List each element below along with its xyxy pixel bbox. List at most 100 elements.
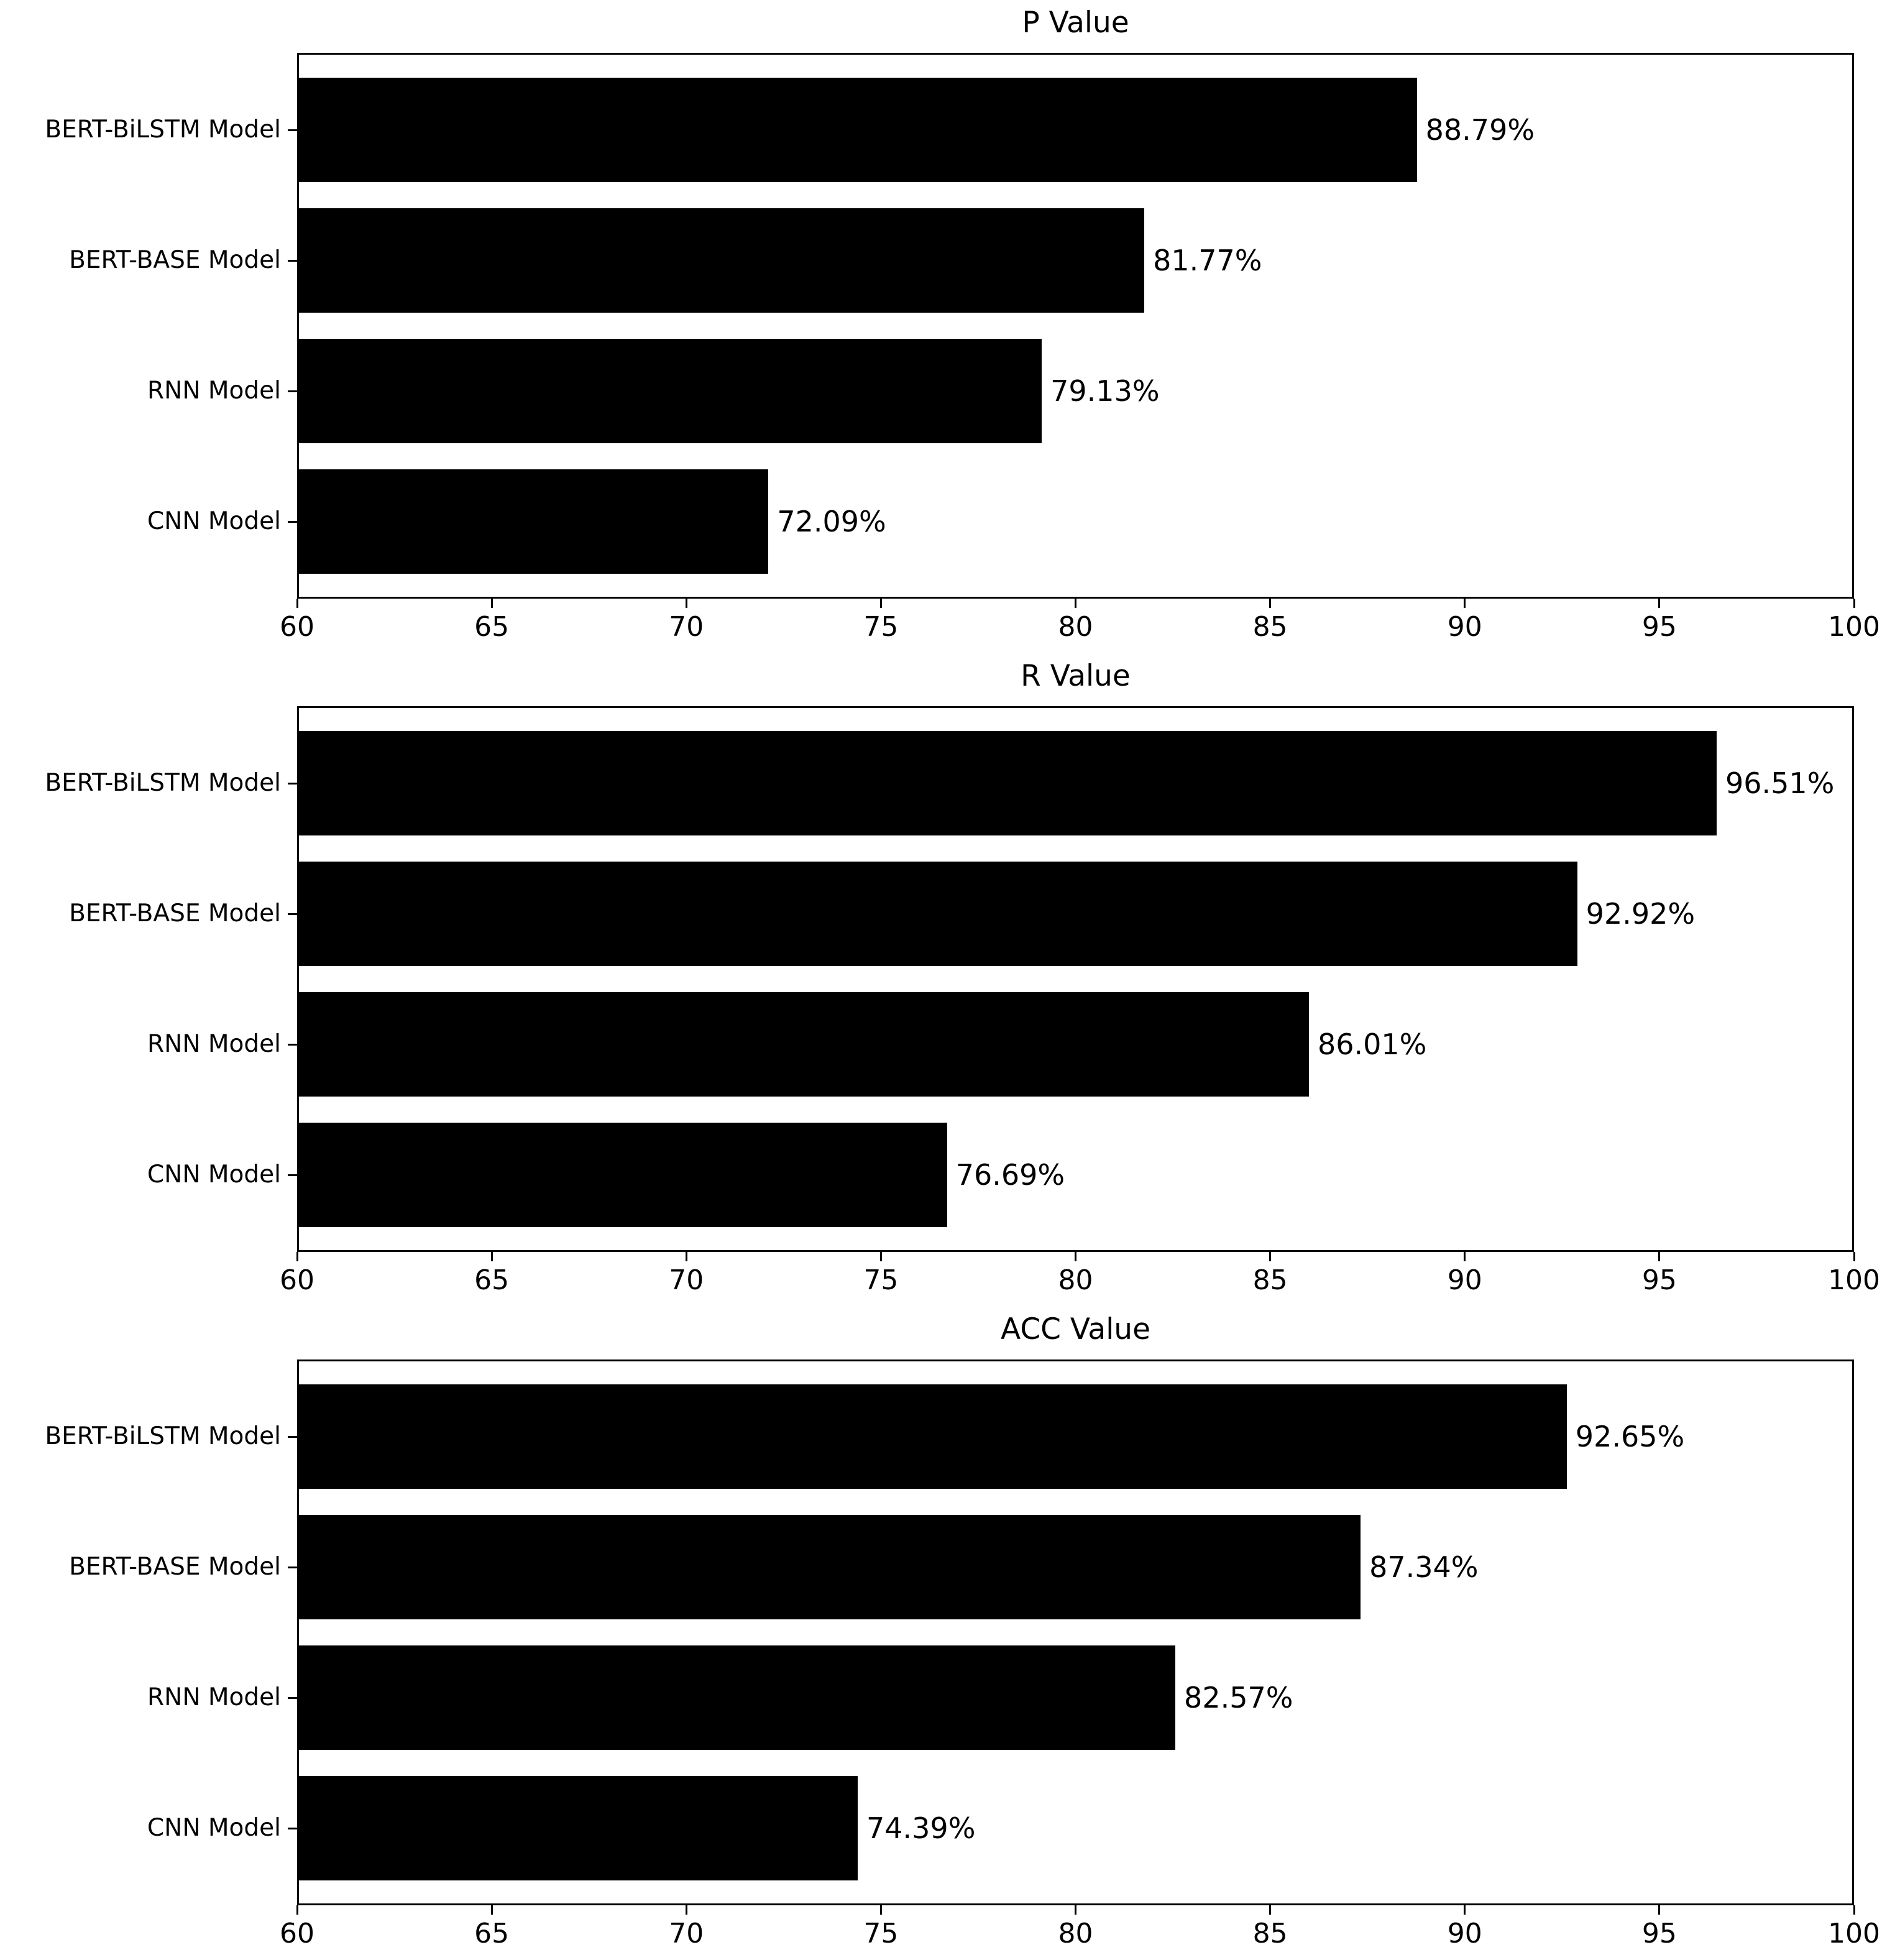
x-tick (296, 599, 298, 608)
y-axis-label: RNN Model (147, 1030, 281, 1058)
bar-value-label: 81.77% (1153, 244, 1262, 277)
bar-row: 79.13% (299, 339, 1852, 443)
x-tick (879, 1252, 882, 1261)
x-tick-label: 85 (1252, 1918, 1288, 1949)
bar-value-label: 82.57% (1184, 1681, 1293, 1714)
plot-area: 92.65% 87.34% 82.57% 74.39% (297, 1360, 1854, 1905)
y-tick (288, 1043, 297, 1046)
bar-value-label: 96.51% (1725, 766, 1835, 800)
plot-area: 96.51% 92.92% 86.01% 76.69% (297, 706, 1854, 1252)
x-tick-label: 85 (1252, 1264, 1288, 1296)
y-tick (288, 913, 297, 915)
bar-value-label: 92.92% (1586, 897, 1696, 931)
x-tick (1658, 599, 1661, 608)
x-tick (1464, 1905, 1466, 1915)
y-axis-label: BERT-BASE Model (69, 246, 281, 274)
x-tick-label: 85 (1252, 611, 1288, 643)
y-tick (288, 782, 297, 784)
chart-title: ACC Value (1001, 1312, 1150, 1346)
bar-row: 92.92% (299, 862, 1852, 966)
x-tick-label: 100 (1828, 1918, 1880, 1949)
x-tick-label: 80 (1058, 611, 1093, 643)
x-tick-label: 70 (669, 611, 704, 643)
bar-row: 88.79% (299, 78, 1852, 182)
bar-rnn-model (299, 339, 1042, 443)
bar-bert-bilstm-model (299, 78, 1417, 182)
bar-row: 81.77% (299, 208, 1852, 313)
y-axis-label: BERT-BiLSTM Model (45, 1422, 281, 1450)
x-tick (490, 599, 493, 608)
x-tick (685, 1905, 687, 1915)
y-tick (288, 1696, 297, 1699)
bar-value-label: 87.34% (1369, 1550, 1479, 1584)
y-axis-label: BERT-BASE Model (69, 1553, 281, 1581)
x-tick (490, 1252, 493, 1261)
plot-area: 88.79% 81.77% 79.13% 72.09% (297, 53, 1854, 599)
bar-value-label: 79.13% (1050, 374, 1160, 408)
y-tick (288, 1566, 297, 1568)
x-tick (685, 599, 687, 608)
x-tick (1075, 1905, 1076, 1915)
chart-title: R Value (1021, 659, 1131, 693)
y-tick (288, 520, 297, 523)
bar-value-label: 72.09% (777, 505, 886, 538)
bar-row: 92.65% (299, 1384, 1852, 1489)
bar-bert-bilstm-model (299, 731, 1717, 835)
y-axis-label: BERT-BiLSTM Model (45, 769, 281, 797)
x-tick (1269, 1252, 1272, 1261)
bar-row: 76.69% (299, 1123, 1852, 1227)
chart-r-value: R Value 96.51% 92.92% 86.01% 76.69% BERT-Bi… (0, 653, 1900, 1307)
x-tick-label: 70 (669, 1264, 704, 1296)
x-tick (1853, 599, 1855, 608)
x-tick-label: 95 (1641, 1918, 1677, 1949)
x-tick-label: 70 (669, 1918, 704, 1949)
y-tick (288, 1435, 297, 1438)
bar-value-label: 92.65% (1575, 1420, 1685, 1453)
x-tick (879, 599, 882, 608)
y-axis-label: RNN Model (147, 377, 281, 405)
x-tick (1658, 1252, 1661, 1261)
x-tick (490, 1905, 493, 1915)
bar-value-label: 86.01% (1317, 1028, 1427, 1061)
y-axis-label: CNN Model (147, 507, 281, 535)
x-tick-label: 90 (1447, 1918, 1482, 1949)
bar-rnn-model (299, 992, 1309, 1097)
x-tick (1658, 1905, 1661, 1915)
bar-row: 87.34% (299, 1515, 1852, 1619)
bar-row: 96.51% (299, 731, 1852, 835)
y-tick (288, 129, 297, 131)
bar-value-label: 74.39% (866, 1811, 976, 1845)
x-tick-label: 100 (1828, 611, 1880, 643)
y-tick (288, 1827, 297, 1829)
y-axis-label: BERT-BASE Model (69, 899, 281, 927)
y-axis-label: RNN Model (147, 1683, 281, 1711)
x-tick (1853, 1905, 1855, 1915)
y-axis-label: CNN Model (147, 1814, 281, 1842)
x-tick-label: 90 (1447, 611, 1482, 643)
x-tick-label: 65 (474, 611, 510, 643)
bar-bert-base-model (299, 208, 1145, 313)
x-tick-label: 65 (474, 1918, 510, 1949)
bar-bert-base-model (299, 862, 1577, 966)
y-tick (288, 1174, 297, 1176)
x-tick (1853, 1252, 1855, 1261)
x-tick-label: 75 (863, 611, 899, 643)
x-tick-label: 60 (280, 1264, 314, 1296)
y-tick (288, 390, 297, 392)
x-tick-label: 60 (280, 611, 314, 643)
bar-row: 86.01% (299, 992, 1852, 1097)
x-tick-label: 100 (1828, 1264, 1880, 1296)
x-tick (1075, 599, 1076, 608)
bar-row: 74.39% (299, 1776, 1852, 1880)
y-axis-label: BERT-BiLSTM Model (45, 116, 281, 144)
chart-p-value: P Value 88.79% 81.77% 79.13% 72.09% BERT-Bi… (0, 0, 1900, 653)
bar-row: 82.57% (299, 1645, 1852, 1750)
x-tick-label: 75 (863, 1918, 899, 1949)
x-tick (685, 1252, 687, 1261)
bar-bert-base-model (299, 1515, 1361, 1619)
bar-value-label: 88.79% (1425, 113, 1535, 147)
chart-title: P Value (1022, 6, 1129, 40)
x-tick-label: 75 (863, 1264, 899, 1296)
x-tick (1464, 1252, 1466, 1261)
